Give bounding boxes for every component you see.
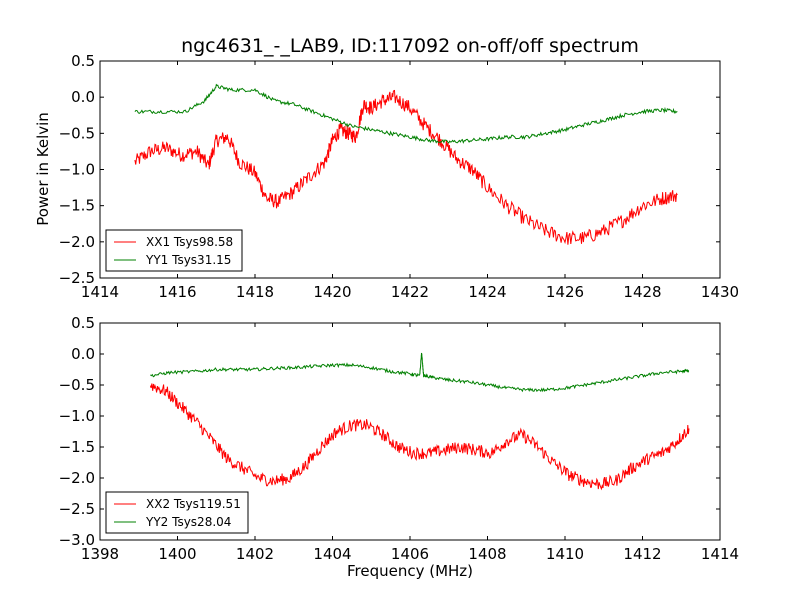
x-tick-label: 1420 xyxy=(313,283,351,301)
x-tick-label: 1410 xyxy=(546,545,584,563)
x-tick-label: 1412 xyxy=(623,545,661,563)
top-spectrum-panel: 1414 1416 1418 1420 1422 1424 1426 1428 1430 0.5 0… xyxy=(59,52,740,301)
y-tick-label: −1.0 xyxy=(59,161,95,179)
x-tick-label: 1406 xyxy=(391,545,429,563)
x-tick-label: 1414 xyxy=(81,283,119,301)
legend-entry: YY2 Tsys28.04 xyxy=(145,515,231,529)
series-line-1 xyxy=(149,383,690,491)
chart-title: ngc4631_-_LAB9, ID:117092 on-off/off spe… xyxy=(181,35,639,57)
y-tick-label: −2.0 xyxy=(59,233,95,251)
y-tick-label: −1.5 xyxy=(59,438,95,456)
y-tick-label: −3.0 xyxy=(59,531,95,549)
x-tick-label: 1430 xyxy=(701,283,739,301)
y-tick-label: 0.0 xyxy=(71,88,95,106)
x-tick-label: 1424 xyxy=(468,283,506,301)
y-tick-label: 0.5 xyxy=(71,314,95,332)
x-axis-label: Frequency (MHz) xyxy=(347,562,473,580)
legend-entry: XX1 Tsys98.58 xyxy=(146,235,233,249)
series-line-2 xyxy=(150,352,690,393)
legend: XX1 Tsys98.58 YY1 Tsys31.15 xyxy=(105,229,243,272)
y-tick-label: −1.5 xyxy=(59,197,95,215)
legend-box xyxy=(105,229,243,272)
y-tick-label: 0.0 xyxy=(71,345,95,363)
x-tick-label: 1408 xyxy=(468,545,506,563)
y-tick-label: −2.5 xyxy=(59,500,95,518)
x-tick-label: 1404 xyxy=(313,545,351,563)
x-tick-label: 1402 xyxy=(236,545,274,563)
x-tick-label: 1416 xyxy=(158,283,196,301)
x-tick-label: 1422 xyxy=(391,283,429,301)
y-tick-label: −0.5 xyxy=(59,124,95,142)
y-tick-label: −2.5 xyxy=(59,269,95,287)
legend-entry: XX2 Tsys119.51 xyxy=(146,497,241,511)
x-tick-label: 1428 xyxy=(623,283,661,301)
x-tick-label: 1398 xyxy=(81,545,119,563)
x-tick-label: 1400 xyxy=(158,545,196,563)
x-tick-label: 1426 xyxy=(546,283,584,301)
y-tick-label: −0.5 xyxy=(59,376,95,394)
x-tick-label: 1418 xyxy=(236,283,274,301)
series-line-2 xyxy=(134,83,678,144)
y-axis-label: Power in Kelvin xyxy=(34,112,52,226)
legend-box xyxy=(105,491,249,534)
y-tick-label: 0.5 xyxy=(71,52,95,70)
series-line-1 xyxy=(134,89,678,245)
y-tick-label: −1.0 xyxy=(59,407,95,425)
y-tick-label: −2.0 xyxy=(59,469,95,487)
bottom-spectrum-panel: 1398 1400 1402 1404 1406 1408 1410 1412 1414 0.5 0… xyxy=(59,314,740,563)
x-tick-label: 1414 xyxy=(701,545,739,563)
legend-entry: YY1 Tsys31.15 xyxy=(145,253,231,267)
legend: XX2 Tsys119.51 YY2 Tsys28.04 xyxy=(105,491,249,534)
